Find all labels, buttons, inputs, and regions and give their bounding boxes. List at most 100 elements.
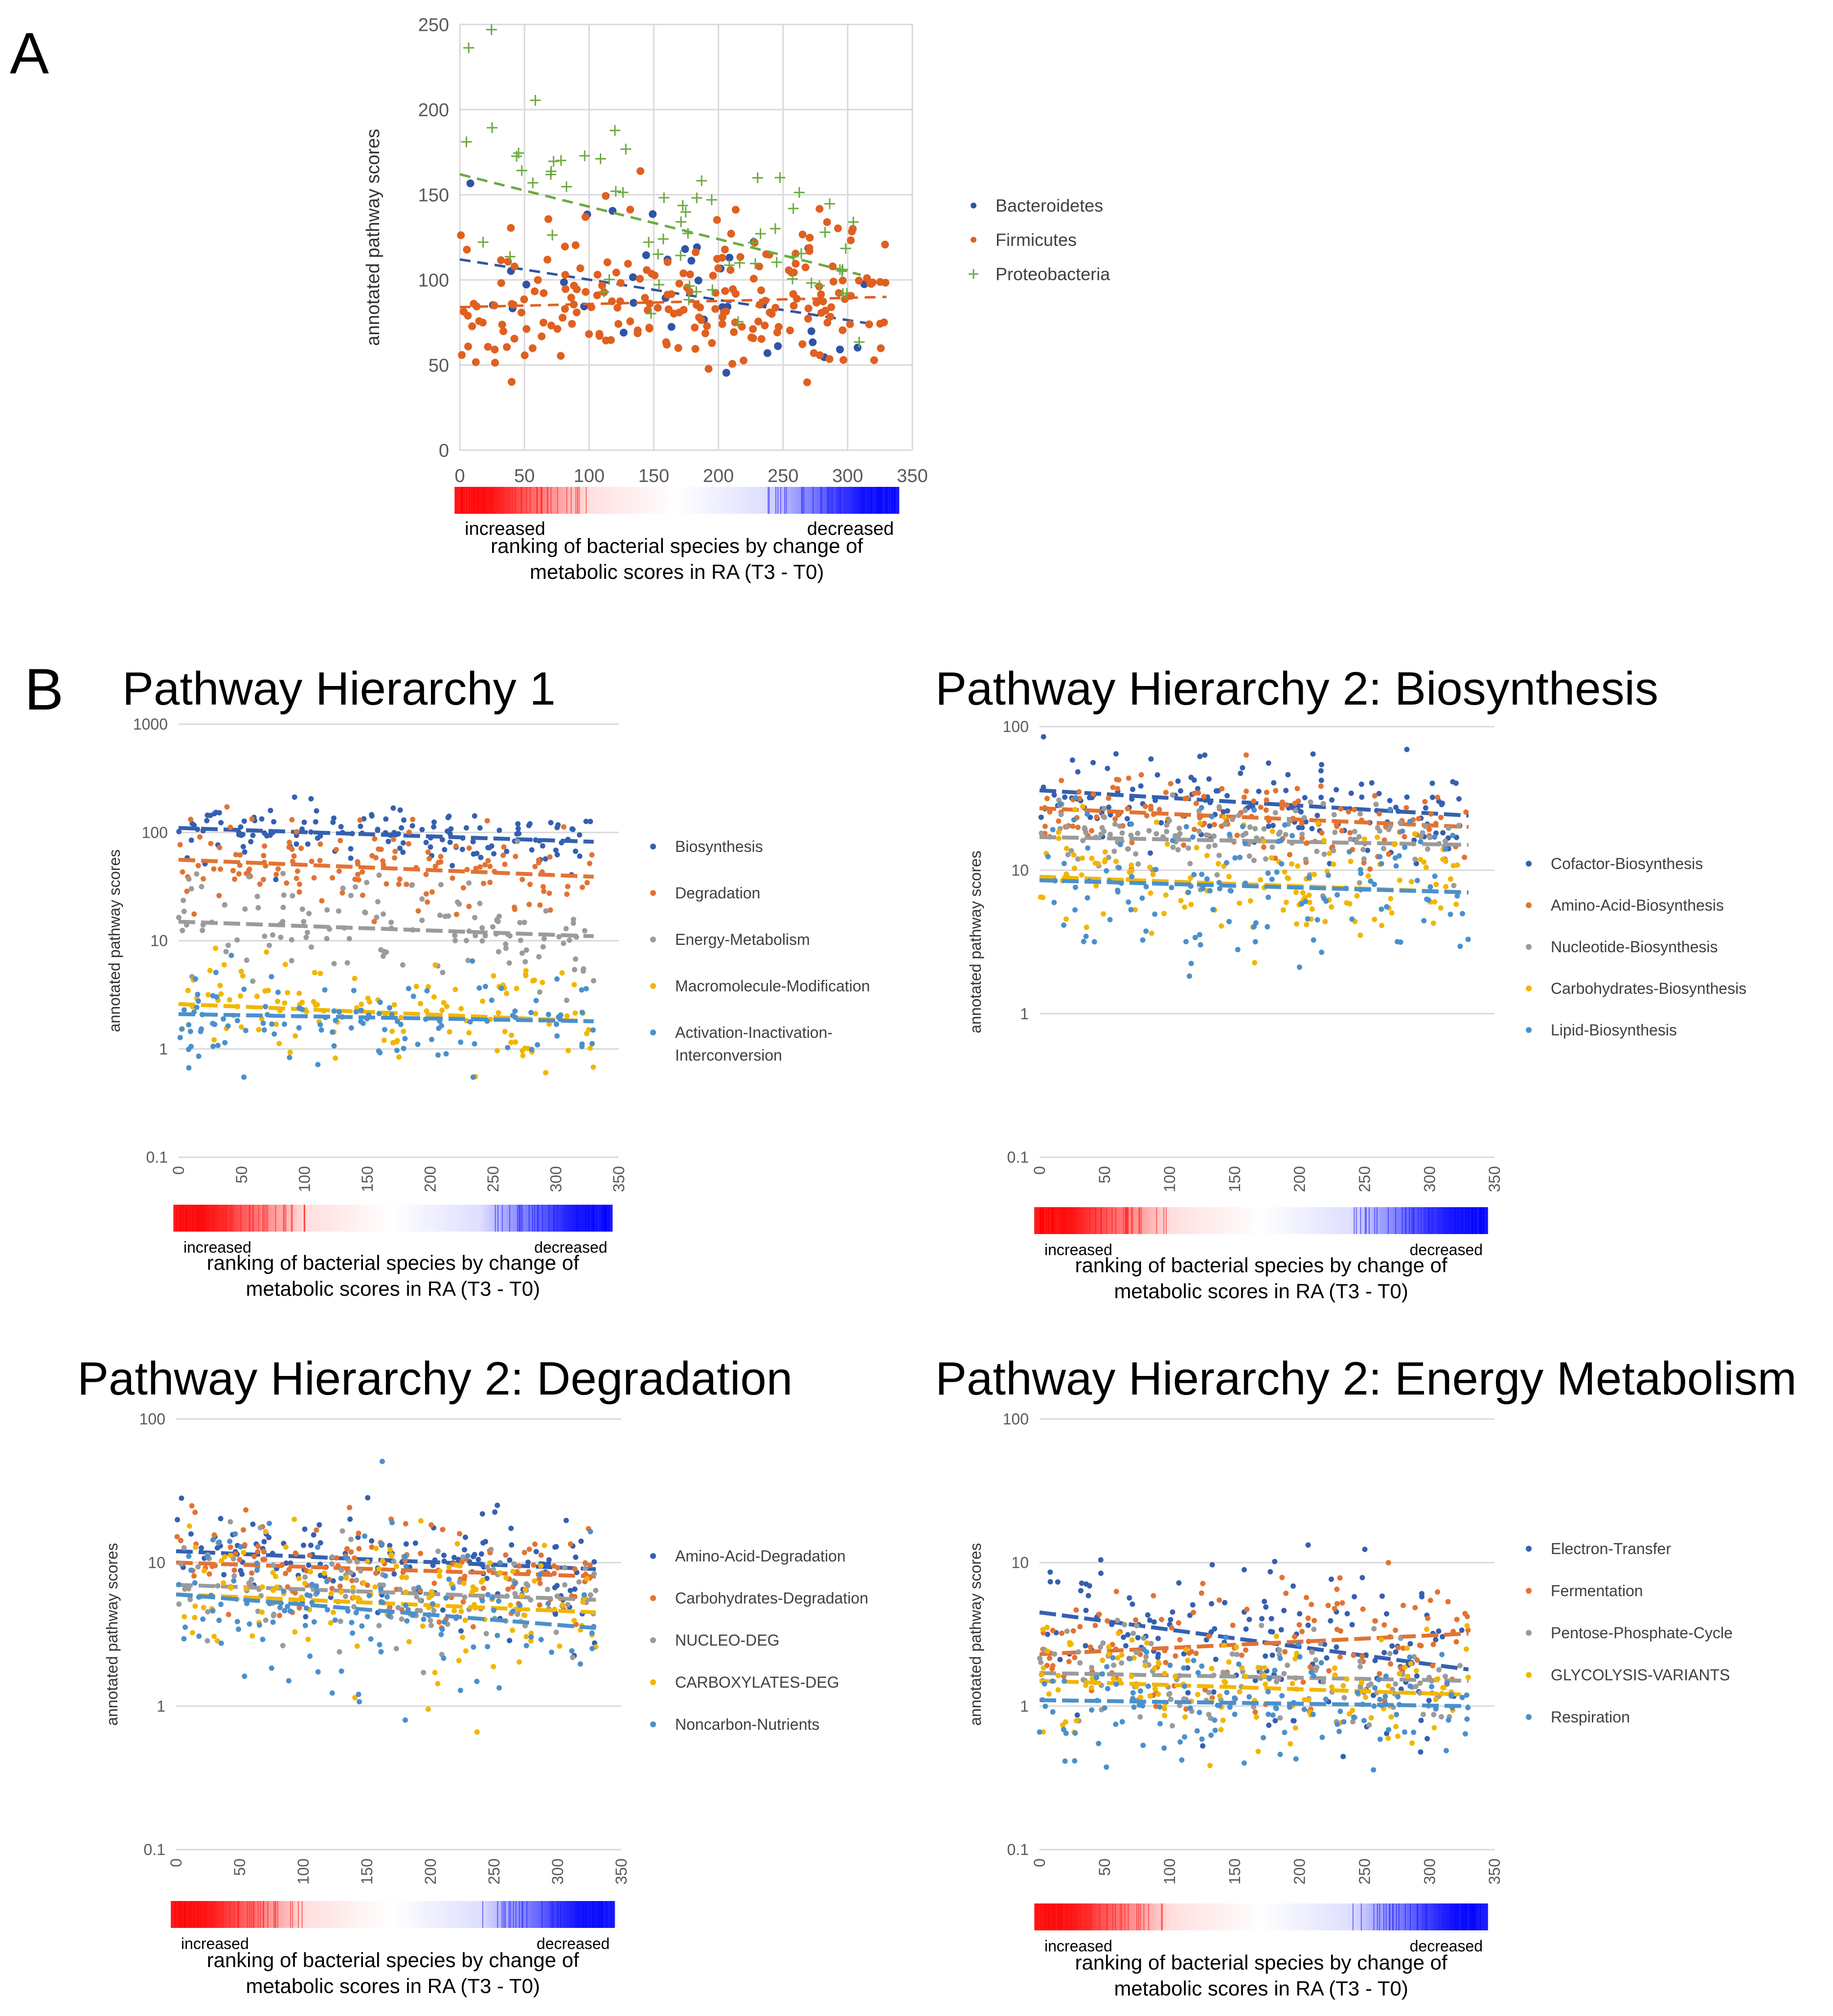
- data-point: [391, 1002, 397, 1008]
- data-point: [282, 1608, 288, 1614]
- data-point: [1324, 1655, 1330, 1661]
- data-point: [456, 1531, 462, 1536]
- data-point: [1135, 1635, 1141, 1641]
- x-tick-label: 300: [1421, 1166, 1438, 1192]
- data-point: [190, 1630, 196, 1636]
- data-point: [491, 1607, 497, 1613]
- data-point: [186, 1523, 192, 1529]
- data-point: [509, 1542, 515, 1548]
- data-point: [1292, 1725, 1298, 1731]
- data-point: [1276, 831, 1282, 837]
- data-point: [1340, 1754, 1346, 1760]
- data-point: [823, 319, 832, 327]
- data-point: [352, 976, 358, 982]
- data-point: [1252, 939, 1258, 945]
- data-point: [1435, 795, 1441, 801]
- data-point: [523, 1643, 529, 1649]
- data-point: [554, 976, 560, 982]
- data-point: [1400, 1603, 1406, 1608]
- data-point: [1039, 830, 1044, 836]
- data-point: [179, 1495, 184, 1501]
- data-point: [1396, 853, 1402, 859]
- data-point: [1303, 856, 1309, 862]
- data-point: [391, 1571, 397, 1577]
- data-point: [604, 274, 615, 285]
- data-point: [221, 962, 227, 968]
- data-point: [1212, 843, 1218, 848]
- data-point: [1219, 923, 1224, 929]
- data-point: [572, 1566, 578, 1572]
- data-point: [463, 42, 475, 53]
- data-point: [1055, 1687, 1061, 1693]
- data-point: [1349, 916, 1355, 922]
- data-point: [1369, 780, 1375, 786]
- data-point: [1387, 1650, 1393, 1656]
- data-point: [1357, 811, 1363, 817]
- data-point: [801, 263, 810, 272]
- data-point: [1128, 832, 1134, 838]
- data-point: [1372, 1618, 1378, 1624]
- data-point: [1420, 1712, 1426, 1718]
- data-point: [432, 1670, 438, 1675]
- data-point: [704, 365, 713, 373]
- data-point: [403, 1541, 409, 1547]
- data-point: [1358, 867, 1363, 872]
- data-point: [1130, 1601, 1135, 1607]
- data-point: [296, 1605, 302, 1611]
- data-point: [395, 1605, 401, 1611]
- data-point: [1281, 1671, 1287, 1676]
- data-point: [554, 852, 560, 858]
- data-point: [187, 1597, 193, 1603]
- y-tick-label: 100: [1003, 1410, 1029, 1428]
- data-point: [528, 344, 537, 352]
- data-point: [1464, 1614, 1470, 1620]
- data-point: [1251, 1704, 1257, 1710]
- data-point: [1380, 846, 1386, 851]
- data-point: [431, 1581, 437, 1586]
- data-point: [255, 905, 261, 911]
- data-point: [588, 1529, 593, 1535]
- data-point: [240, 973, 246, 979]
- data-point: [437, 1568, 443, 1574]
- data-point: [1069, 757, 1075, 763]
- data-point: [1041, 1665, 1046, 1671]
- data-point: [425, 899, 430, 905]
- legend: Electron-TransferFermentationPentose-Pho…: [1526, 1540, 1733, 1726]
- legend-label: Electron-Transfer: [1551, 1540, 1671, 1558]
- data-point: [1085, 811, 1090, 817]
- data-point: [730, 328, 738, 336]
- data-point: [456, 1658, 462, 1664]
- series-proteobacteria: [459, 24, 865, 348]
- data-point: [1154, 772, 1160, 778]
- data-point: [1294, 921, 1300, 927]
- data-point: [476, 985, 482, 991]
- data-point: [1240, 824, 1245, 829]
- series-firmicutes: [457, 167, 890, 387]
- data-point: [228, 1583, 234, 1589]
- data-point: [503, 941, 509, 947]
- data-point: [1317, 1641, 1323, 1647]
- data-point: [726, 266, 735, 274]
- data-point: [540, 289, 548, 297]
- data-point: [1299, 835, 1305, 841]
- data-point: [824, 198, 836, 209]
- data-point: [545, 166, 557, 177]
- data-point: [1222, 1600, 1228, 1605]
- data-point: [1197, 821, 1203, 826]
- data-point: [1318, 768, 1324, 774]
- data-point: [191, 911, 197, 917]
- data-point: [1411, 1654, 1417, 1660]
- data-point: [1294, 785, 1300, 791]
- data-point: [1152, 911, 1158, 917]
- data-point: [1087, 1644, 1093, 1650]
- data-point: [1419, 1594, 1425, 1600]
- data-point: [1382, 1694, 1388, 1699]
- data-point: [429, 1036, 434, 1042]
- data-point: [470, 1624, 476, 1630]
- data-point: [254, 1560, 260, 1566]
- legend-marker: [1526, 985, 1532, 991]
- data-point: [1429, 780, 1435, 786]
- data-point: [1094, 1674, 1100, 1680]
- data-point: [537, 1602, 543, 1608]
- data-point: [863, 274, 871, 282]
